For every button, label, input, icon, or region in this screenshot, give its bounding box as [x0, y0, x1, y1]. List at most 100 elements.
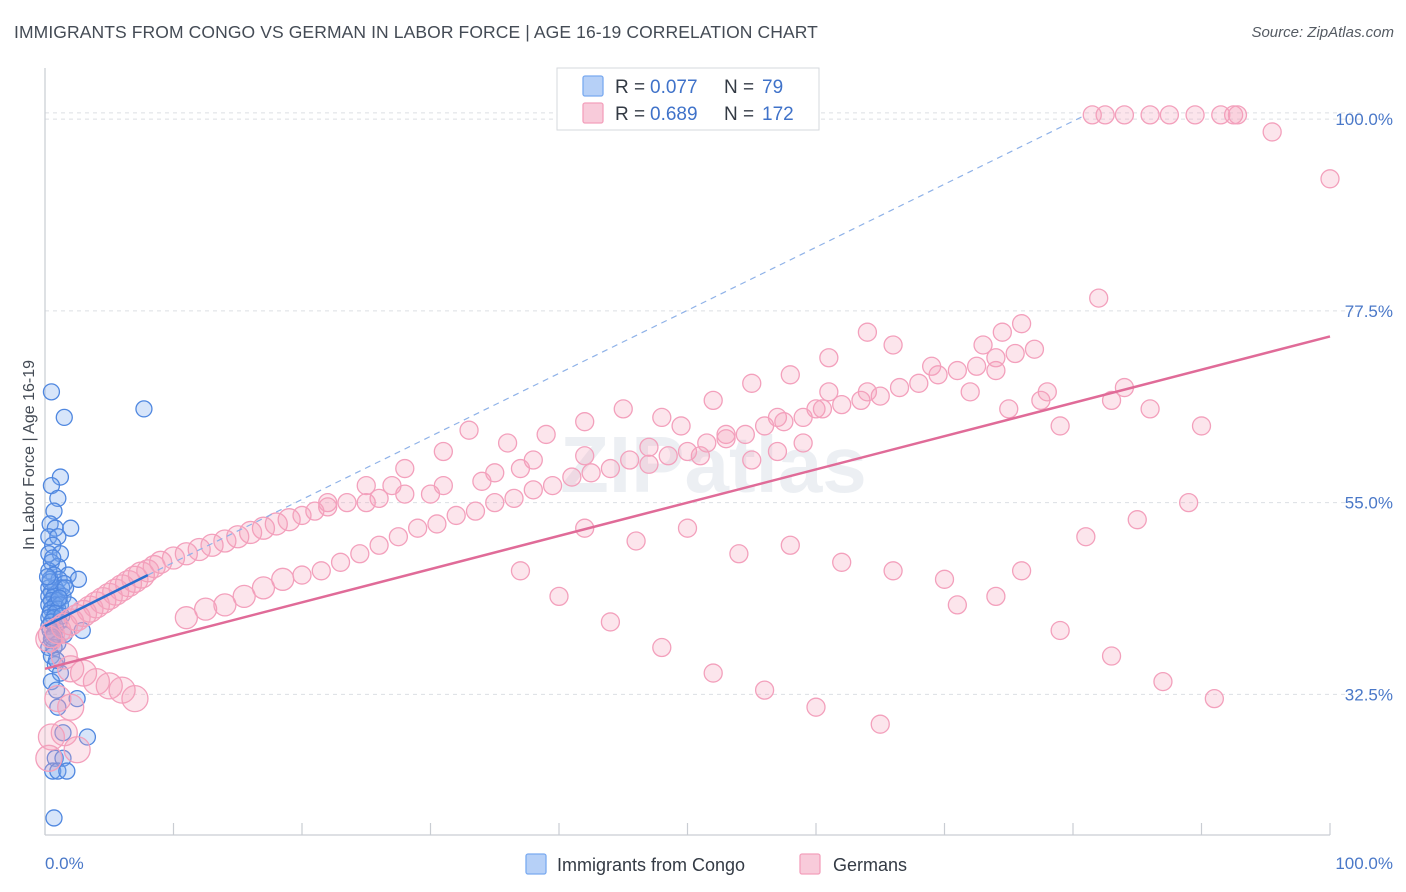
germans-point-168 [510, 561, 531, 581]
germans-point-162 [934, 569, 955, 589]
y-tick-label-3: 100.0% [1335, 110, 1393, 129]
germans-point-36 [420, 484, 441, 504]
congo-point-4 [49, 489, 67, 508]
congo-point-67 [45, 809, 63, 827]
germans-point-24 [716, 424, 736, 445]
germans-point-86 [35, 744, 63, 772]
germans-point-102 [465, 501, 486, 521]
germans-point-129 [986, 348, 1006, 368]
germans-point-174 [806, 697, 826, 717]
germans-point-144 [780, 365, 800, 385]
germans-point-95 [330, 552, 351, 572]
germans-point-107 [562, 467, 582, 487]
germans-point-150 [999, 399, 1019, 419]
germans-point-115 [716, 429, 736, 449]
legend-r-value-0: 0.077 [650, 77, 698, 98]
y-tick-labels: 32.5% 55.0% 77.5% 100.0% [1335, 110, 1393, 704]
legend-n-label-1: N = [724, 104, 754, 125]
germans-point-100 [427, 514, 447, 534]
congo-point-9 [40, 528, 58, 546]
germans-point-98 [388, 527, 409, 547]
germans-point-120 [812, 399, 833, 419]
germans-point-54 [161, 546, 186, 570]
germans-point-158 [729, 544, 749, 564]
germans-point-130 [1005, 343, 1025, 364]
germans-point-139 [575, 412, 595, 432]
germans-point-38 [382, 475, 402, 496]
germans-point-141 [652, 407, 672, 428]
germans-point-159 [780, 535, 800, 555]
y-axis-label: In Labor Force | Age 16-19 [21, 360, 38, 550]
germans-point-146 [857, 322, 878, 342]
congo-point-76 [44, 628, 62, 646]
germans-point-49 [226, 525, 250, 549]
germans-point-108 [581, 463, 601, 483]
congo-point-1 [55, 408, 73, 427]
germans-point-34 [472, 471, 492, 491]
germans-point-123 [870, 386, 890, 406]
germans-point-156 [626, 531, 646, 551]
germans-point-135 [433, 441, 454, 462]
congo-point-70 [56, 579, 75, 597]
watermark: ZIPatlas [560, 420, 867, 509]
germans-point-133 [356, 475, 376, 496]
germans-point-170 [600, 612, 621, 632]
germans-point-157 [677, 518, 698, 538]
axes [44, 68, 1331, 836]
germans-point-14 [973, 335, 993, 355]
germans-point-161 [883, 561, 903, 581]
bottom-legend-swatch-germans [799, 853, 821, 875]
germans-point-152 [1101, 390, 1122, 411]
germans-point-89 [213, 593, 237, 617]
germans-point-138 [536, 424, 556, 445]
germans-point-12 [1011, 314, 1032, 334]
chart-title: IMMIGRANTS FROM CONGO VS GERMAN IN LABOR… [14, 22, 818, 42]
germans-point-10 [1320, 169, 1340, 189]
germans-point-127 [947, 360, 967, 381]
germans-point-84 [37, 723, 66, 751]
germans-point-8 [1227, 105, 1248, 125]
germans-point-112 [658, 446, 678, 466]
germans-point-111 [639, 454, 659, 474]
y-tick-label-2: 77.5% [1345, 302, 1393, 321]
germans-point-46 [264, 512, 288, 536]
germans-point-91 [251, 576, 276, 600]
germans-point-114 [697, 433, 717, 453]
germans-point-2 [1114, 105, 1135, 125]
germans-point-160 [832, 552, 852, 572]
chart-source: Source: ZipAtlas.com [1251, 24, 1394, 41]
germans-point-90 [232, 584, 256, 609]
congo-point-60 [54, 724, 72, 742]
germans-point-85 [63, 736, 91, 764]
bottom-legend-label-congo: Immigrants from Congo [557, 855, 745, 875]
legend-swatch-0 [582, 75, 604, 97]
germans-point-106 [542, 475, 563, 496]
germans-point-80 [121, 684, 149, 713]
germans-point-147 [883, 335, 903, 355]
congo-point-63 [54, 749, 72, 767]
congo-point-73 [44, 549, 62, 567]
bottom-legend-label-germans: Germans [833, 855, 907, 875]
germans-point-137 [497, 433, 518, 453]
congo-point-10 [49, 528, 67, 546]
legend-n-label-0: N = [724, 77, 754, 98]
germans-point-180 [1179, 492, 1199, 513]
germans-point-113 [677, 441, 698, 462]
congo-trend-extension [147, 114, 1087, 576]
germans-point-142 [703, 390, 723, 411]
bottom-legend-swatch-congo [525, 853, 547, 875]
germans-point-1 [1095, 105, 1115, 125]
germans-point-87 [174, 606, 199, 630]
germans-point-99 [407, 518, 428, 538]
x-tick-label-1: 100.0% [1335, 854, 1393, 873]
x-tick-label-0: 0.0% [45, 854, 84, 873]
germans-point-4 [1159, 105, 1180, 125]
germans-point-109 [600, 458, 621, 479]
congo-point-66 [58, 762, 76, 780]
congo-point-0 [42, 383, 61, 401]
germans-point-143 [742, 373, 762, 393]
germans-point-134 [395, 458, 415, 479]
germans-point-82 [57, 693, 85, 721]
germans-point-5 [1185, 105, 1205, 125]
